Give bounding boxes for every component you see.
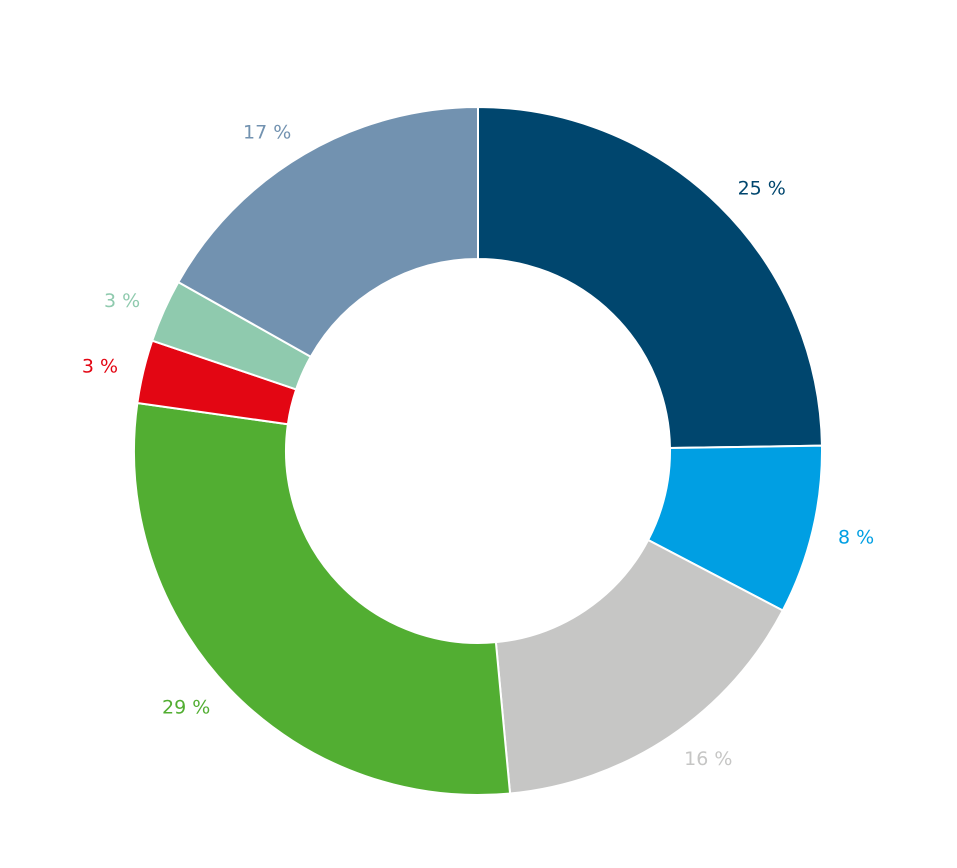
slice-label: 8 % — [838, 527, 874, 549]
slice-label: 29 % — [162, 696, 210, 718]
slice-labels: 25 % 8 % 16 % 29 % 3 % 3 % 17 % — [82, 122, 874, 771]
donut-slice — [176, 105, 479, 359]
donut-slice — [133, 401, 512, 796]
donut-slice — [494, 538, 785, 795]
slice-label: 25 % — [738, 177, 786, 199]
donut-slice — [477, 105, 823, 450]
slice-label: 3 % — [82, 355, 118, 377]
slice-label: 17 % — [243, 122, 291, 144]
slice-label: 16 % — [684, 748, 732, 770]
slice-label: 3 % — [104, 290, 140, 312]
donut-slices — [133, 105, 823, 796]
